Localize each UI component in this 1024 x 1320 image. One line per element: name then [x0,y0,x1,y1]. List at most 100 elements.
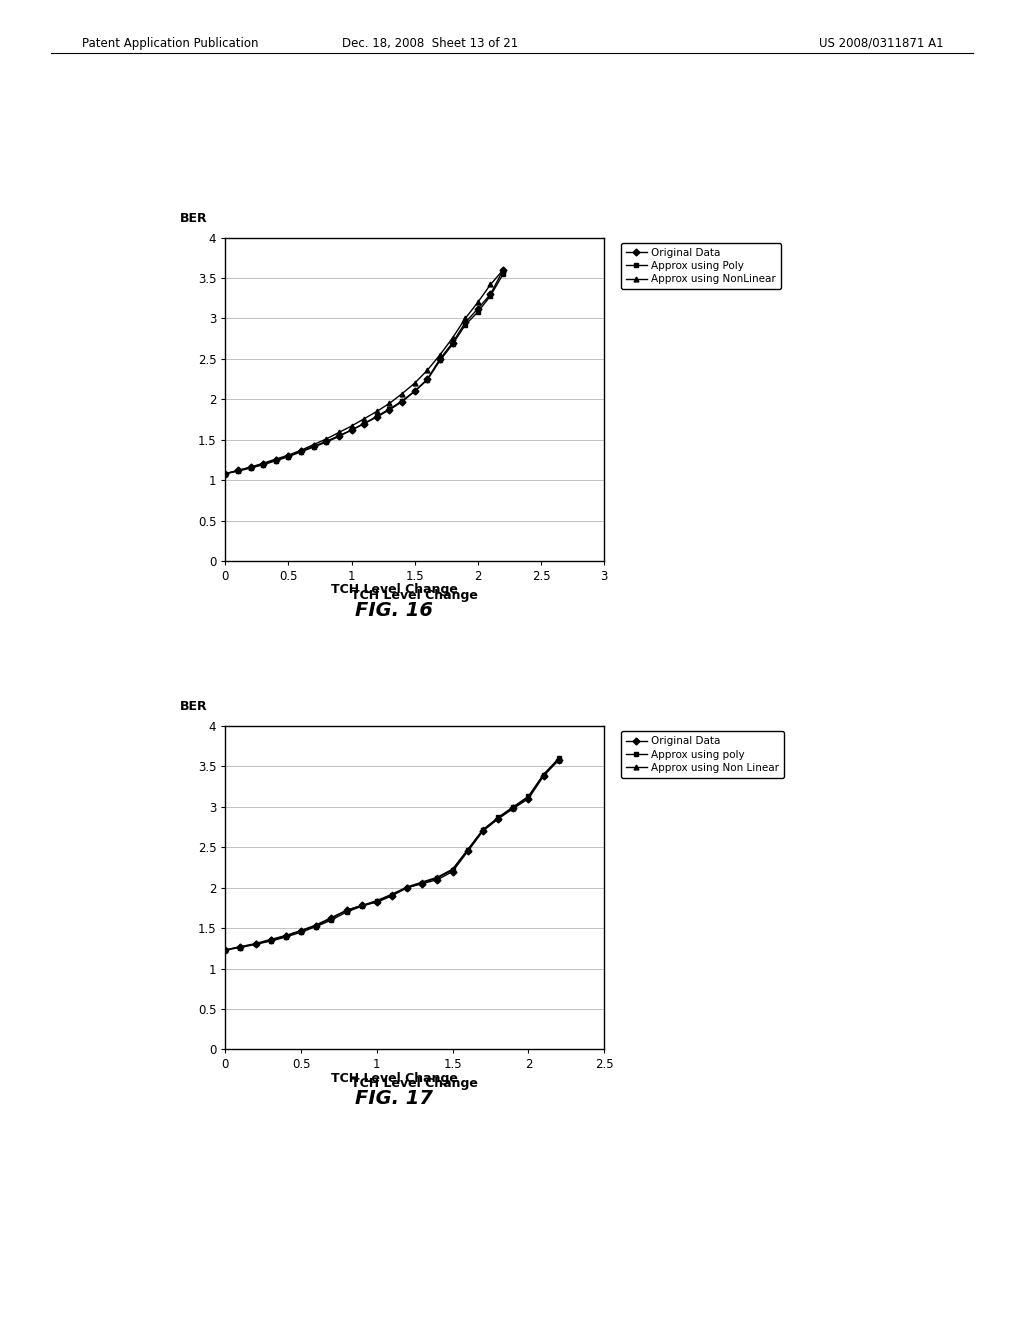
X-axis label: TCH Level Change: TCH Level Change [351,589,478,602]
Approx using Non Linear [477,821,489,837]
Original Data [355,898,368,913]
Approx using Poly [295,444,307,459]
Approx using Poly [409,383,421,399]
Approx using NonLinear [434,347,446,363]
Original Data [477,824,489,840]
Original Data [472,301,484,317]
Approx using NonLinear [219,466,231,482]
Approx using NonLinear [371,404,383,420]
Original Data [295,923,307,939]
Approx using Poly [283,449,295,465]
Approx using NonLinear [283,447,295,463]
Text: TCH Level Change: TCH Level Change [331,583,458,597]
Approx using Poly [446,337,459,352]
Approx using poly [522,788,535,804]
Approx using NonLinear [245,459,257,475]
Text: BER: BER [180,211,208,224]
Original Data [234,939,247,954]
Original Data [446,863,459,879]
Original Data [396,393,409,409]
Approx using Poly [434,352,446,368]
Original Data [326,911,338,927]
Approx using Non Linear [538,767,550,783]
Approx using Non Linear [492,810,504,826]
Approx using Non Linear [446,861,459,876]
Approx using Poly [497,267,509,282]
Approx using poly [477,822,489,838]
Original Data [371,895,383,911]
Original Data [383,401,395,417]
Approx using Non Linear [522,789,535,805]
Approx using poly [310,919,323,935]
Approx using NonLinear [409,375,421,391]
Original Data [492,810,504,826]
Original Data [345,422,357,438]
Original Data [416,875,428,891]
Line: Approx using NonLinear: Approx using NonLinear [223,268,506,477]
Approx using poly [416,875,428,891]
Approx using Poly [245,461,257,477]
Approx using Non Linear [431,870,443,886]
Original Data [219,942,231,958]
Text: TCH Level Change: TCH Level Change [331,1072,458,1085]
Approx using NonLinear [295,442,307,458]
Original Data [340,903,352,919]
Text: FIG. 16: FIG. 16 [355,601,433,619]
Original Data [401,880,414,896]
Original Data [250,936,262,952]
Approx using Non Linear [507,800,519,816]
Approx using Poly [396,393,409,409]
Line: Approx using Poly: Approx using Poly [223,272,506,477]
Original Data [522,791,535,807]
Original Data [307,438,319,454]
Approx using Poly [358,416,371,432]
Approx using poly [401,880,414,896]
Approx using NonLinear [307,437,319,453]
Approx using NonLinear [459,310,471,326]
Approx using Non Linear [264,932,276,948]
Approx using poly [446,862,459,878]
Text: BER: BER [180,700,208,713]
Approx using Non Linear [386,886,398,902]
Original Data [280,928,292,944]
Approx using poly [219,942,231,958]
Original Data [386,888,398,904]
Approx using Non Linear [355,898,368,913]
Approx using Non Linear [219,942,231,958]
X-axis label: TCH Level Change: TCH Level Change [351,1077,478,1090]
Original Data [371,409,383,425]
Approx using NonLinear [396,385,409,401]
Approx using Non Linear [250,936,262,952]
Approx using Non Linear [340,903,352,919]
Text: FIG. 17: FIG. 17 [355,1089,433,1107]
Approx using NonLinear [383,396,395,412]
Approx using Poly [257,457,269,473]
Approx using poly [355,899,368,915]
Approx using Poly [484,288,497,304]
Approx using NonLinear [345,418,357,434]
Original Data [245,459,257,475]
Text: Dec. 18, 2008  Sheet 13 of 21: Dec. 18, 2008 Sheet 13 of 21 [342,37,518,50]
Original Data [358,416,371,432]
Approx using poly [371,894,383,909]
Approx using Poly [459,317,471,333]
Approx using Non Linear [234,939,247,954]
Approx using poly [431,870,443,886]
Line: Original Data: Original Data [223,758,561,953]
Approx using Poly [219,466,231,482]
Approx using Poly [333,429,345,445]
Original Data [321,433,333,449]
Approx using NonLinear [472,294,484,310]
Original Data [507,800,519,816]
Original Data [421,371,433,387]
Original Data [462,843,474,859]
Approx using poly [295,924,307,940]
Approx using poly [264,933,276,949]
Approx using Non Linear [416,874,428,890]
Original Data [431,871,443,887]
Original Data [264,932,276,948]
Approx using Poly [269,453,282,469]
Text: Patent Application Publication: Patent Application Publication [82,37,258,50]
Line: Original Data: Original Data [223,268,506,477]
Approx using Poly [321,434,333,450]
